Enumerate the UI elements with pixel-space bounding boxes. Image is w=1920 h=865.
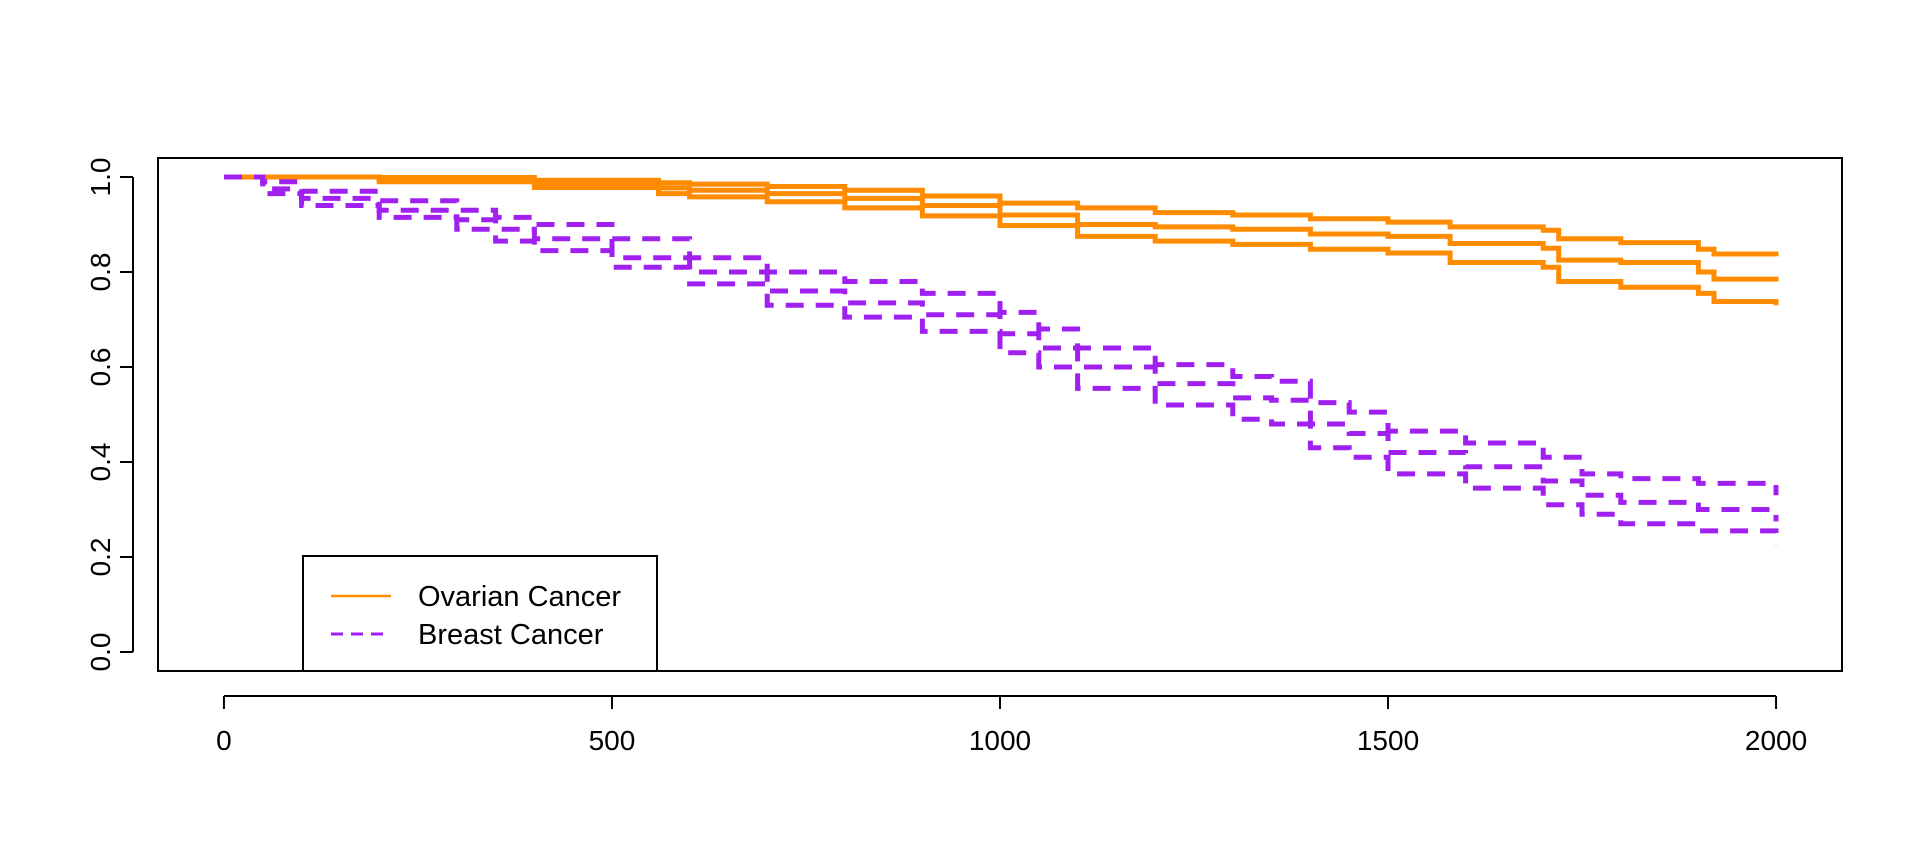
plot-frame	[157, 157, 1843, 672]
legend-label-breast: Breast Cancer	[418, 619, 604, 651]
km-curve-upper	[224, 174, 1779, 257]
series-layer	[224, 174, 1779, 546]
y-tick-label: 0.0	[85, 633, 116, 672]
y-tick-label: 1.0	[85, 158, 116, 197]
y-tick-label: 0.8	[85, 253, 116, 292]
series-breast-cancer	[224, 174, 1779, 546]
km-curve-lower	[224, 174, 1779, 306]
legend: Ovarian Cancer Breast Cancer	[302, 555, 658, 672]
x-tick-label: 1500	[1357, 725, 1419, 756]
km-curve-estimate	[224, 174, 1779, 522]
x-tick-label: 2000	[1745, 725, 1807, 756]
x-tick-label: 500	[589, 725, 636, 756]
series-ovarian-cancer	[224, 174, 1779, 306]
x-tick-label: 0	[216, 725, 232, 756]
km-curve-upper	[224, 174, 1779, 496]
y-tick-label: 0.2	[85, 538, 116, 577]
y-axis: 0.0 0.2 0.4 0.6 0.8 1.0	[85, 158, 134, 672]
y-tick-label: 0.4	[85, 443, 116, 482]
km-curve-estimate	[224, 174, 1779, 282]
legend-box	[302, 555, 658, 672]
x-tick-label: 1000	[969, 725, 1031, 756]
km-curve-lower	[224, 174, 1779, 546]
y-tick-label: 0.6	[85, 348, 116, 387]
x-axis: 0 500 1000 1500 2000	[216, 695, 1807, 756]
legend-label-ovarian: Ovarian Cancer	[418, 581, 621, 613]
